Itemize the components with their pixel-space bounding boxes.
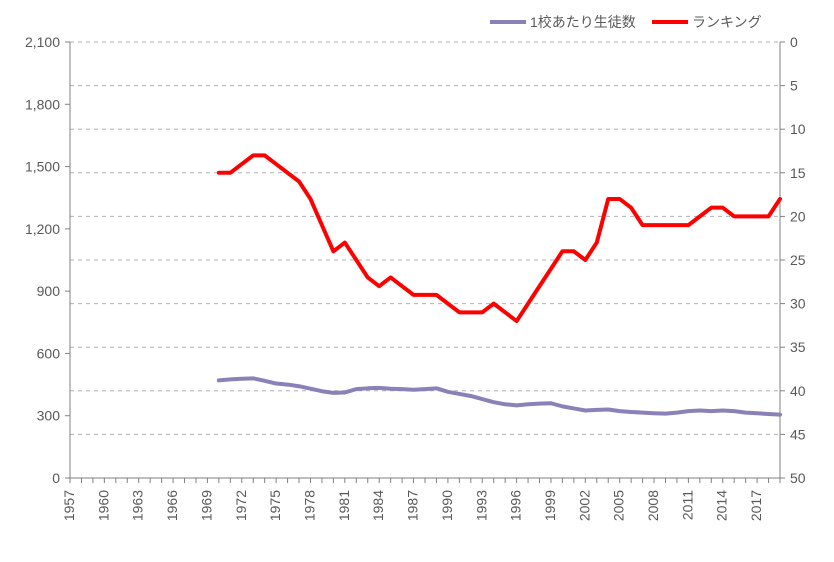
y-right-tick-label: 0: [790, 34, 798, 50]
y-right-tick-label: 5: [790, 78, 798, 94]
dual-axis-line-chart: 0 300 600 900 1,200 1,500 1,800 2,100 0 5 10 15 20 25…: [0, 0, 834, 562]
y-left-tick-label: 1,200: [25, 221, 60, 237]
x-tick-label: 2011: [679, 490, 695, 520]
y-left-tick-label: 1,500: [25, 159, 60, 175]
x-tick-label: 1984: [370, 490, 386, 521]
y-left-tick-label: 600: [37, 345, 61, 361]
y-right-tick-label: 50: [790, 470, 806, 486]
y-right-tick-label: 25: [790, 252, 806, 268]
x-tick-label: 1975: [267, 490, 283, 521]
y-right-tick-label: 40: [790, 383, 806, 399]
x-tick-label: 2017: [748, 490, 764, 521]
x-tick-label: 1957: [61, 490, 77, 521]
legend-label: 1校あたり生徒数: [530, 14, 636, 30]
y-left-tick-label: 0: [52, 470, 60, 486]
y-left-tick-label: 2,100: [25, 34, 60, 50]
y-right-tick-label: 10: [790, 121, 806, 137]
x-tick-label: 2014: [714, 490, 730, 521]
x-tick-label: 1996: [508, 490, 524, 521]
legend-label: ランキング: [692, 14, 762, 30]
x-tick-label: 1966: [164, 490, 180, 521]
y-left-tick-label: 900: [37, 283, 61, 299]
x-tick-label: 1969: [198, 490, 214, 521]
x-tick-label: 1978: [301, 490, 317, 521]
y-right-tick-label: 35: [790, 339, 806, 355]
x-tick-label: 1960: [95, 490, 111, 521]
x-tick-label: 2005: [611, 490, 627, 521]
x-tick-label: 1990: [439, 490, 455, 521]
y-right-tick-label: 45: [790, 426, 806, 442]
y-right-tick-label: 20: [790, 208, 806, 224]
x-tick-label: 1993: [473, 490, 489, 521]
chart-container: 0 300 600 900 1,200 1,500 1,800 2,100 0 5 10 15 20 25…: [0, 0, 834, 562]
x-tick-label: 1981: [336, 490, 352, 521]
x-tick-label: 2002: [576, 490, 592, 521]
y-right-tick-label: 30: [790, 296, 806, 312]
y-left-tick-label: 1,800: [25, 96, 60, 112]
x-tick-label: 2008: [645, 490, 661, 521]
legend: 1校あたり生徒数 ランキング: [490, 14, 762, 30]
y-left-tick-label: 300: [37, 408, 61, 424]
y-right-tick-label: 15: [790, 165, 806, 181]
x-tick-label: 1999: [542, 490, 558, 521]
x-tick-label: 1963: [130, 490, 146, 521]
x-tick-label: 1987: [405, 490, 421, 521]
x-tick-label: 1972: [233, 490, 249, 521]
